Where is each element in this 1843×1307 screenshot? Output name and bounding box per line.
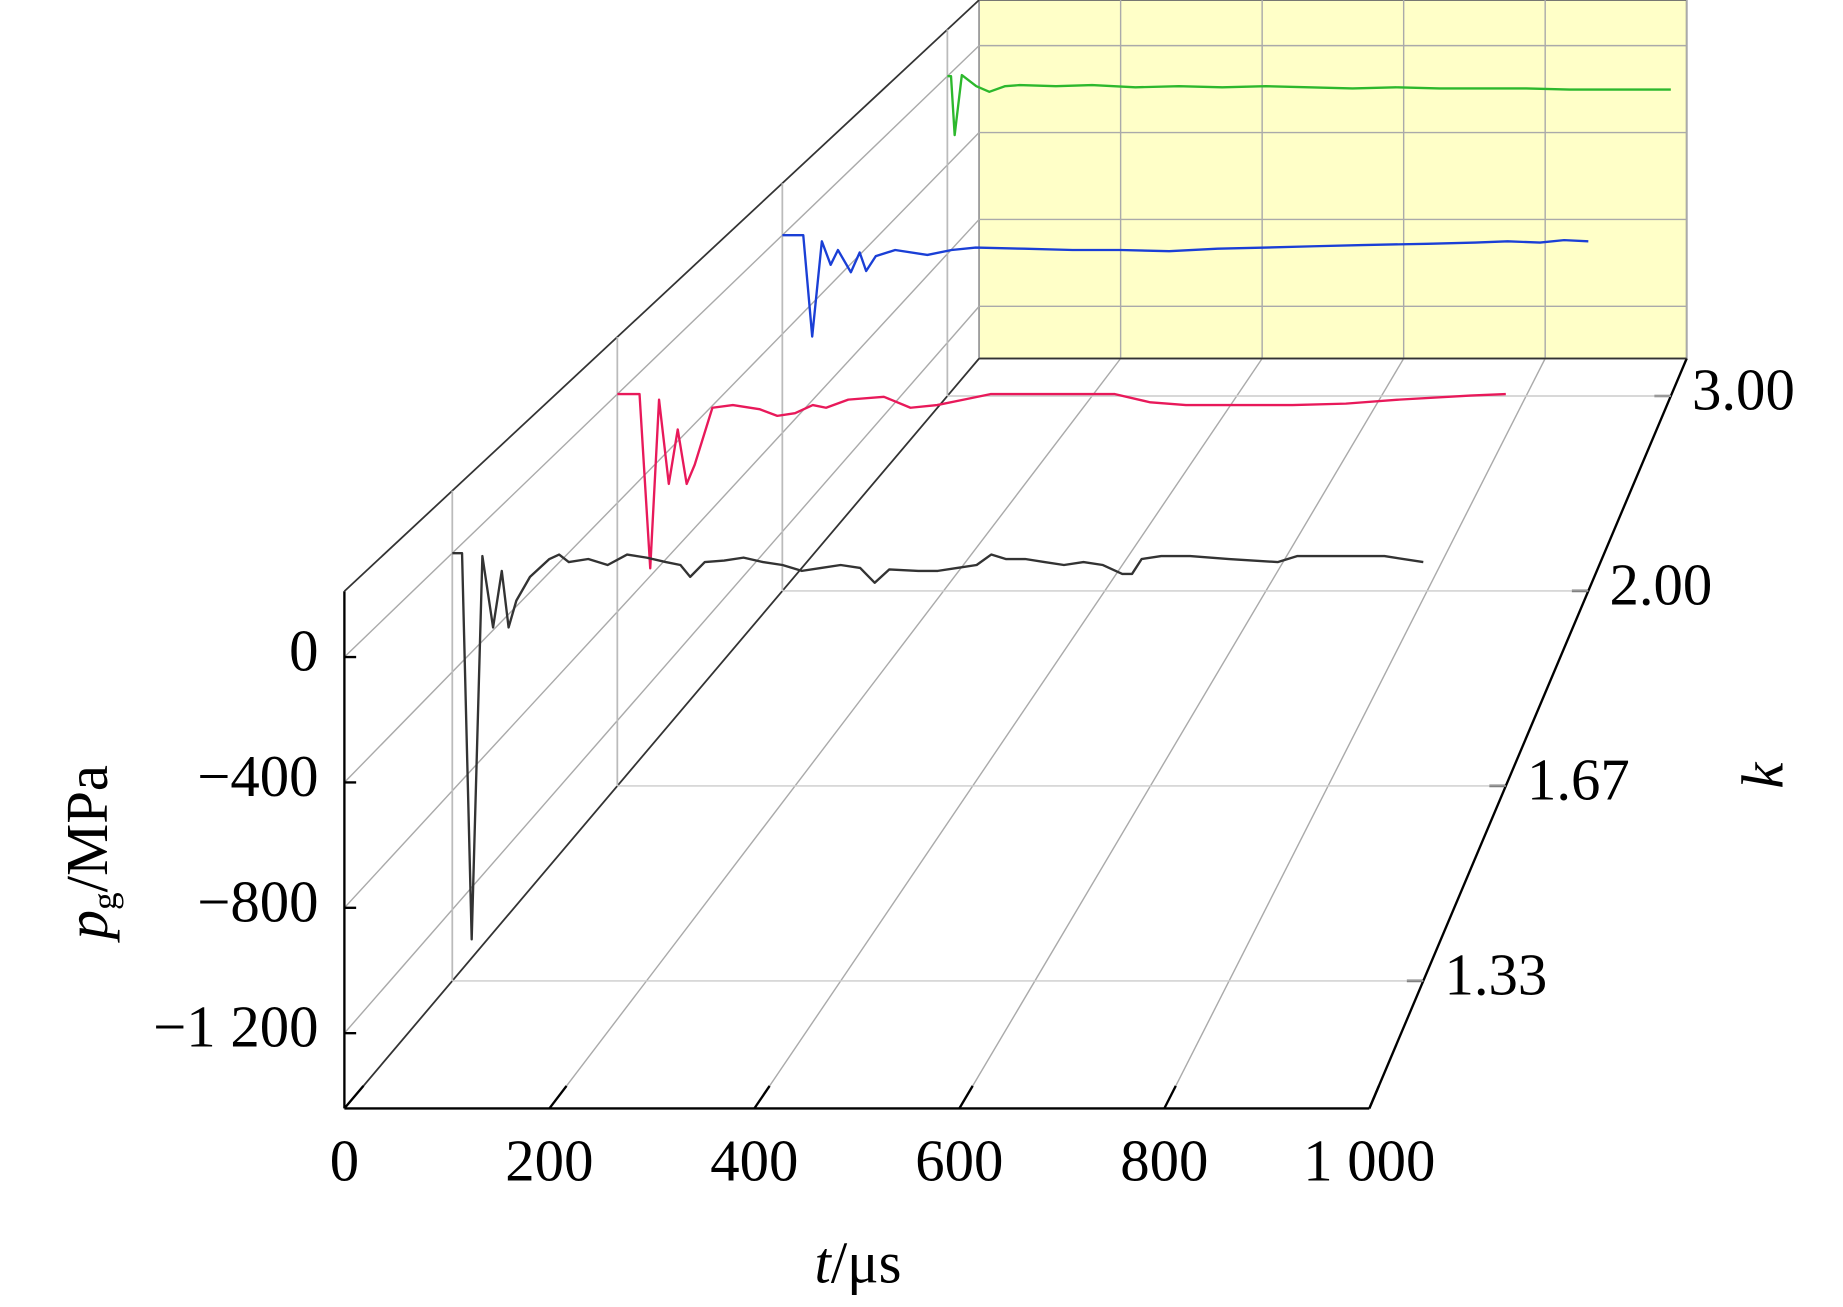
wall-edge	[343, 0, 980, 592]
x-tick-label: 1 000	[1303, 1129, 1435, 1194]
series-line	[617, 392, 1506, 570]
x-tick-label: 600	[915, 1129, 1003, 1194]
plot: 0 −400 −800 −1 200 0 200 400 600 800 1 000 1.33 1.6…	[56, 0, 1795, 1296]
x-axis-symbol: t	[815, 1231, 833, 1296]
x-tick	[343, 1085, 365, 1110]
x-tick	[1368, 1085, 1380, 1109]
wall-grid-line	[343, 132, 980, 783]
y-tick-label: −800	[197, 869, 318, 934]
y-tick-label: 0	[289, 619, 318, 684]
wall-edge	[343, 357, 980, 1109]
x-tick-label: 800	[1120, 1129, 1208, 1194]
y-tick-label: −1 200	[153, 995, 318, 1060]
floor-grid-line	[753, 358, 1263, 1109]
floor-grid-line	[548, 358, 1122, 1109]
y-tick-label: −400	[197, 744, 318, 809]
x-tick-label: 200	[505, 1129, 593, 1194]
y-axis-subscript: g	[85, 892, 124, 910]
back-wall	[978, 0, 1688, 360]
x-axis-title: t/μs	[815, 1231, 902, 1296]
y-axis-symbol: p	[56, 910, 121, 943]
z-axis	[1368, 358, 1688, 1109]
z-tick-label: 2.00	[1609, 552, 1712, 617]
z-tick-label: 1.67	[1527, 747, 1630, 812]
wall-grid-line	[343, 218, 980, 909]
series-line	[452, 551, 1424, 941]
y-axis-title: pg/MPa	[56, 765, 125, 943]
wall-grid-line	[343, 45, 980, 658]
y-axis-unit: /MPa	[56, 765, 121, 892]
series-line	[947, 73, 1671, 137]
series-line	[782, 234, 1589, 338]
x-tick	[548, 1085, 568, 1110]
x-axis-unit: /μs	[831, 1231, 902, 1296]
x-tick	[958, 1085, 974, 1110]
z-tick-label: 1.33	[1444, 942, 1547, 1007]
x-tick	[753, 1085, 771, 1110]
z-tick-label: 3.00	[1692, 357, 1795, 422]
x-tick-label: 0	[330, 1129, 359, 1194]
floor-grid-line	[1163, 358, 1546, 1109]
x-tick-label: 400	[710, 1129, 798, 1194]
floor-grid-line	[958, 358, 1405, 1109]
wall-grid-line	[343, 305, 980, 1034]
z-axis-title: k	[1730, 762, 1795, 789]
x-tick	[1163, 1085, 1177, 1109]
